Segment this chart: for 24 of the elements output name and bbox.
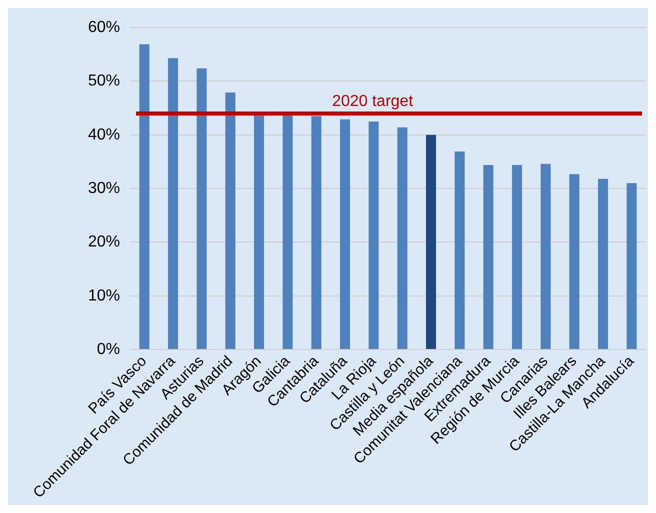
y-tick-label: 0% (96, 340, 120, 358)
bar (139, 44, 150, 349)
y-tick-label: 20% (88, 234, 120, 251)
bar (598, 178, 608, 349)
y-tick-label: 60% (88, 19, 120, 36)
bar (512, 164, 522, 349)
bar (196, 68, 207, 349)
y-tick-label: 30% (88, 180, 120, 197)
bar (397, 127, 408, 349)
ref-line-label: 2020 target (332, 92, 414, 110)
bar (340, 119, 350, 349)
bar (168, 58, 178, 349)
bar (540, 164, 551, 349)
bar (368, 121, 379, 349)
bar (626, 183, 637, 349)
bar (225, 92, 236, 349)
y-tick-label: 40% (88, 126, 120, 144)
bar (426, 134, 436, 349)
y-tick-label: 50% (88, 72, 120, 90)
bar (311, 116, 322, 349)
bar (569, 174, 580, 349)
bar (483, 164, 494, 349)
y-tick-label: 10% (88, 287, 120, 304)
bar (454, 152, 465, 349)
